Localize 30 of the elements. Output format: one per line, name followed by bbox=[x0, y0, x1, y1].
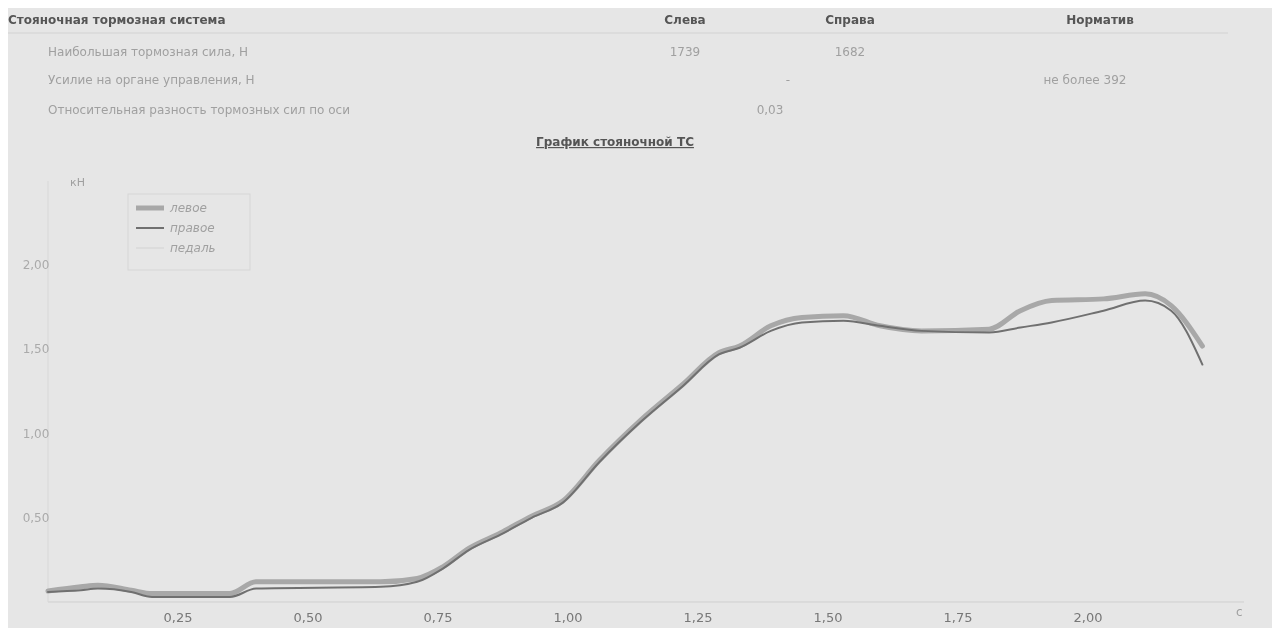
text: Стояночная тормозная система bbox=[8, 13, 226, 27]
text: 0,03 bbox=[756, 103, 784, 117]
legend-label: правое bbox=[170, 221, 215, 235]
text: Справа bbox=[825, 13, 875, 27]
x-tick-label: 1,00 bbox=[553, 610, 583, 625]
text: 1739 bbox=[669, 45, 701, 59]
legend-label: педаль bbox=[170, 241, 216, 255]
x-tick-label: 1,50 bbox=[813, 610, 843, 625]
x-tick-label: 1,75 bbox=[943, 610, 973, 625]
text: Слева bbox=[664, 13, 706, 27]
y-tick-label: 1,50 bbox=[22, 342, 50, 357]
chart-title: График стояночной ТС bbox=[536, 135, 695, 149]
text: 1682 bbox=[834, 45, 866, 59]
y-tick-label: 1,00 bbox=[22, 426, 50, 441]
text: не более 392 bbox=[1043, 73, 1127, 87]
text: Наибольшая тормозная сила, Н bbox=[48, 45, 249, 59]
x-tick-label: 0,25 bbox=[163, 610, 193, 625]
y-axis-title: кН bbox=[70, 176, 85, 189]
y-tick-label: 2,00 bbox=[22, 258, 50, 273]
legend-label: левое bbox=[169, 201, 207, 215]
x-tick-label: 0,75 bbox=[423, 610, 453, 625]
text: Усилие на органе управления, Н bbox=[48, 73, 255, 87]
text: Норматив bbox=[1066, 13, 1135, 27]
y-tick-label: 0,50 bbox=[22, 510, 50, 525]
text: - bbox=[785, 73, 791, 87]
x-axis-title: с bbox=[1236, 605, 1243, 619]
x-tick-label: 2,00 bbox=[1073, 610, 1103, 625]
x-tick-label: 0,50 bbox=[293, 610, 323, 625]
text: Относительная разность тормозных сил по оси bbox=[48, 103, 350, 117]
x-tick-label: 1,25 bbox=[683, 610, 713, 625]
